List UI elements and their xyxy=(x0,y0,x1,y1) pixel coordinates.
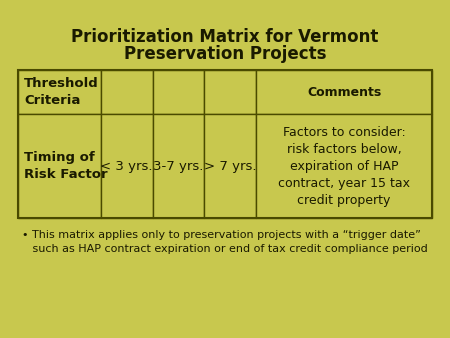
Text: such as HAP contract expiration or end of tax credit compliance period: such as HAP contract expiration or end o… xyxy=(22,244,428,254)
Text: 3-7 yrs.: 3-7 yrs. xyxy=(153,160,203,173)
Bar xyxy=(256,114,432,218)
Bar xyxy=(153,70,204,114)
Text: Timing of
Risk Factor: Timing of Risk Factor xyxy=(24,151,108,181)
Bar xyxy=(256,70,432,114)
Text: Threshold
Criteria: Threshold Criteria xyxy=(24,77,99,107)
Text: Factors to consider:
risk factors below,
expiration of HAP
contract, year 15 tax: Factors to consider: risk factors below,… xyxy=(278,126,410,207)
Bar xyxy=(204,70,256,114)
Text: Prioritization Matrix for Vermont: Prioritization Matrix for Vermont xyxy=(71,28,379,46)
Bar xyxy=(204,114,256,218)
Text: > 7 yrs.: > 7 yrs. xyxy=(204,160,256,173)
Text: Preservation Projects: Preservation Projects xyxy=(124,45,326,63)
Bar xyxy=(101,70,153,114)
Text: • This matrix applies only to preservation projects with a “trigger date”: • This matrix applies only to preservati… xyxy=(22,230,421,240)
Bar xyxy=(153,114,204,218)
Bar xyxy=(18,114,101,218)
Bar xyxy=(18,70,432,218)
Bar xyxy=(101,114,153,218)
Bar xyxy=(18,70,101,114)
Text: Comments: Comments xyxy=(307,86,381,99)
Text: < 3 yrs.: < 3 yrs. xyxy=(100,160,153,173)
